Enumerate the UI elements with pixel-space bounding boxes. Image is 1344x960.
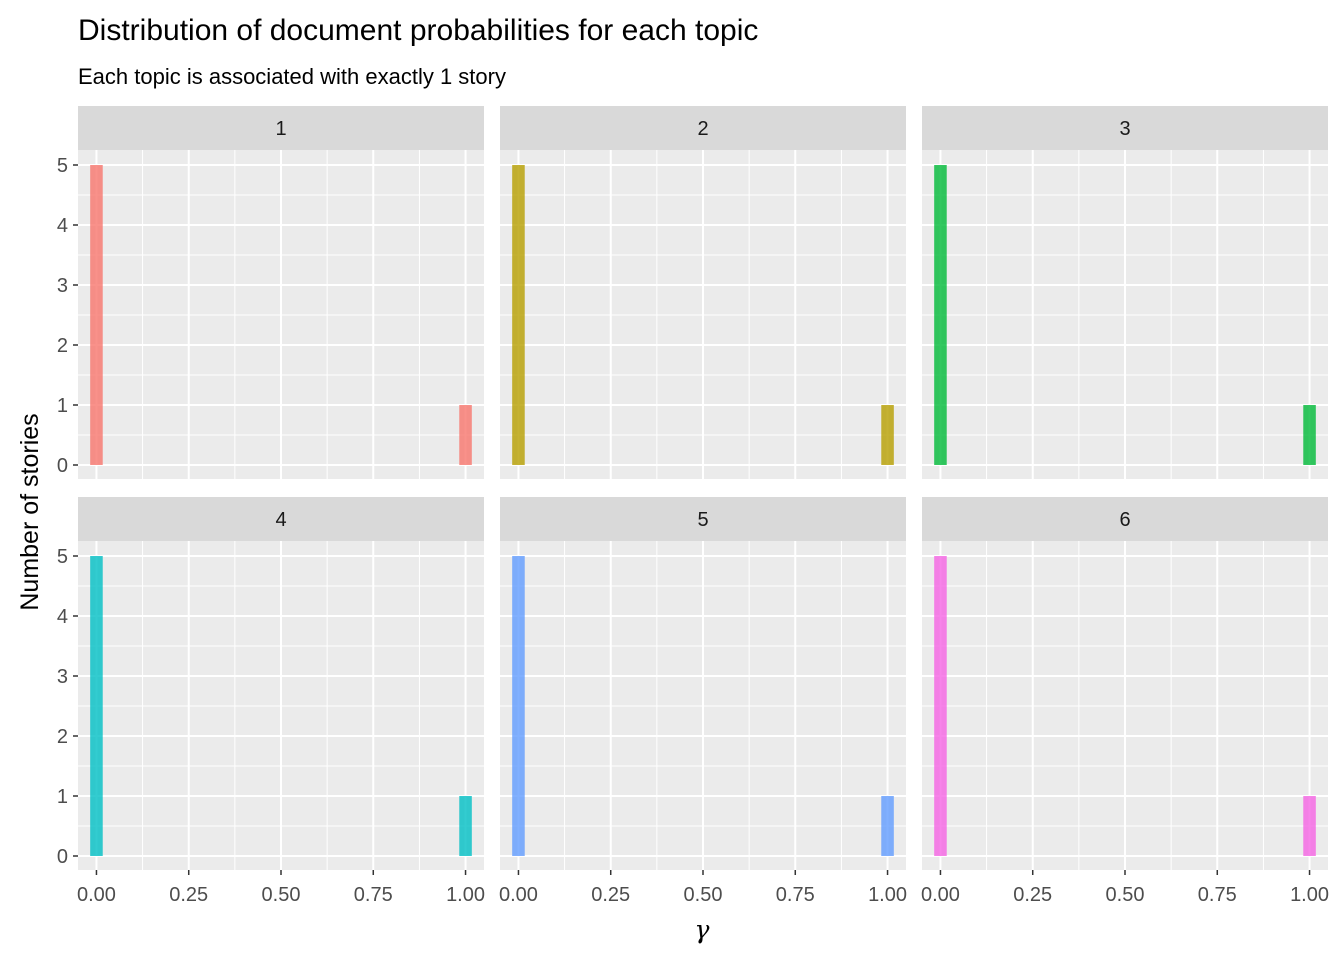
y-tick-label: 5 xyxy=(57,155,68,177)
y-tick-label: 5 xyxy=(57,546,68,568)
x-tick-label: 1.00 xyxy=(1290,884,1329,906)
y-tick-label: 2 xyxy=(57,335,68,357)
histogram-bar xyxy=(459,796,472,856)
y-tick-label: 0 xyxy=(57,455,68,477)
histogram-bar xyxy=(512,556,525,856)
y-tick-label: 4 xyxy=(57,606,68,628)
x-tick-label: 0.25 xyxy=(591,884,630,906)
facet-strip xyxy=(78,497,484,541)
facet-strip-label: 2 xyxy=(697,118,708,140)
facet-panels: 1 0 1 2 3 4 5 2 3 4 0 1 2 3 4 5 0.00 0.25 0.50 0.75 1.00 5 0.0… xyxy=(57,106,1329,906)
facet-strip-label: 1 xyxy=(275,118,286,140)
histogram-bar xyxy=(934,556,947,856)
facet-strip-label: 5 xyxy=(697,509,708,531)
x-tick-label: 0.00 xyxy=(921,884,960,906)
x-tick-label: 0.50 xyxy=(262,884,301,906)
facet-panel-2: 2 xyxy=(500,106,906,479)
facet-strip xyxy=(500,497,906,541)
x-tick-label: 1.00 xyxy=(446,884,485,906)
y-tick-label: 1 xyxy=(57,395,68,417)
x-tick-label: 1.00 xyxy=(868,884,907,906)
histogram-bar xyxy=(881,405,894,465)
facet-strip xyxy=(922,497,1328,541)
chart-subtitle: Each topic is associated with exactly 1 … xyxy=(78,64,506,89)
histogram-bar xyxy=(459,405,472,465)
facet-strip-label: 3 xyxy=(1119,118,1130,140)
histogram-bar xyxy=(934,165,947,465)
facet-strip xyxy=(922,106,1328,150)
facet-strip xyxy=(500,106,906,150)
x-tick-label: 0.75 xyxy=(1198,884,1237,906)
facet-strip xyxy=(78,106,484,150)
histogram-bar xyxy=(90,556,103,856)
facet-panel-3: 3 xyxy=(922,106,1328,479)
histogram-bar xyxy=(1303,405,1316,465)
x-tick-label: 0.50 xyxy=(684,884,723,906)
histogram-bar xyxy=(881,796,894,856)
histogram-bar xyxy=(512,165,525,465)
x-tick-label: 0.25 xyxy=(169,884,208,906)
x-tick-label: 0.50 xyxy=(1106,884,1145,906)
y-tick-label: 1 xyxy=(57,786,68,808)
histogram-bar xyxy=(1303,796,1316,856)
x-tick-label: 0.25 xyxy=(1013,884,1052,906)
facet-strip-label: 6 xyxy=(1119,509,1130,531)
x-tick-label: 0.75 xyxy=(354,884,393,906)
histogram-bar xyxy=(90,165,103,465)
x-tick-label: 0.00 xyxy=(77,884,116,906)
facet-panel-4: 4 0 1 2 3 4 5 0.00 0.25 0.50 0.75 1.00 xyxy=(57,497,485,906)
y-tick-label: 4 xyxy=(57,215,68,237)
y-axis-title: Number of stories xyxy=(16,413,44,610)
x-axis-title: γ xyxy=(695,915,710,944)
facet-panel-5: 5 0.00 0.25 0.50 0.75 1.00 xyxy=(499,497,907,906)
y-tick-label: 2 xyxy=(57,726,68,748)
y-tick-label: 3 xyxy=(57,275,68,297)
facet-panel-6: 6 0.00 0.25 0.50 0.75 1.00 xyxy=(921,497,1329,906)
facet-panel-1: 1 0 1 2 3 4 5 xyxy=(57,106,484,479)
x-tick-label: 0.75 xyxy=(776,884,815,906)
facet-strip-label: 4 xyxy=(275,509,286,531)
x-tick-label: 0.00 xyxy=(499,884,538,906)
chart-title: Distribution of document probabilities f… xyxy=(78,14,758,47)
y-tick-label: 3 xyxy=(57,666,68,688)
y-tick-label: 0 xyxy=(57,846,68,868)
